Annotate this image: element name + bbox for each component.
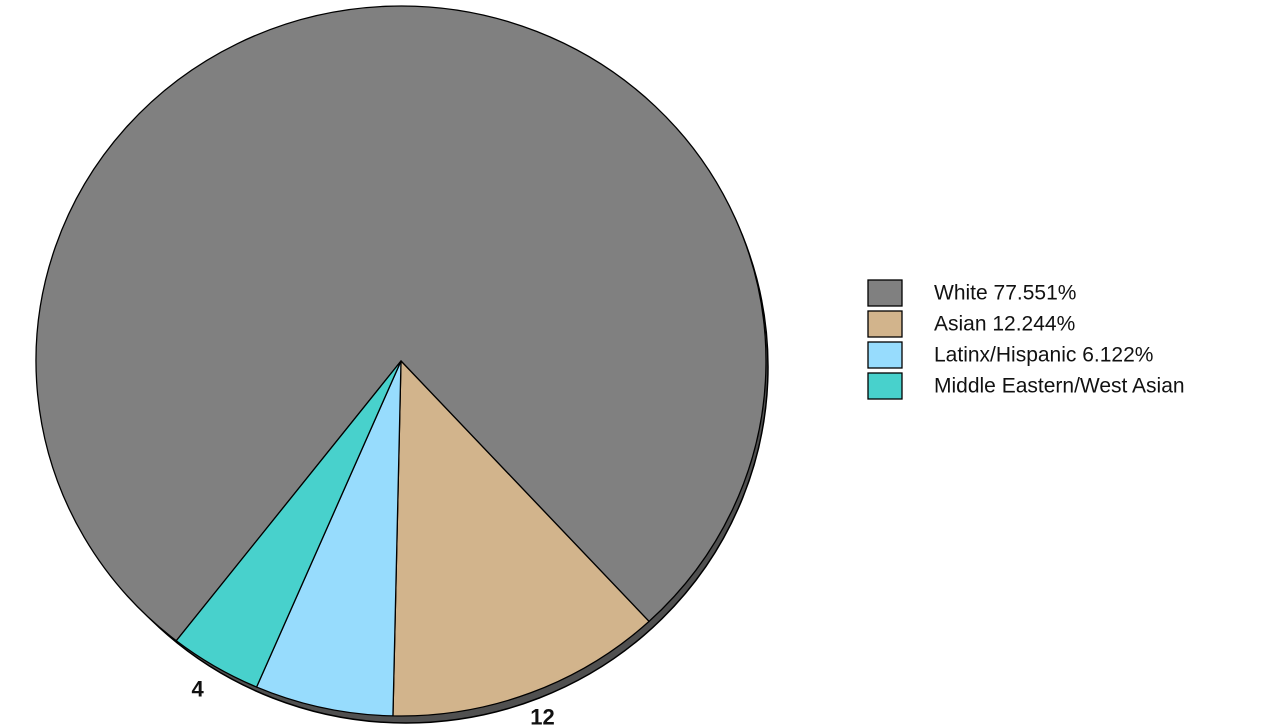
pie-slice-3 [255,360,402,717]
legend-swatch-2 [867,310,903,338]
legend: White 77.551% Asian 12.244% Latinx/Hispani… [867,279,1185,400]
slice-value-label-2: 12 [530,705,554,725]
pie-slice-2 [392,360,650,717]
legend-swatch-4 [867,372,903,400]
slice-value-label-4: 4 [191,676,204,701]
pie-slice-4 [175,360,402,688]
pie-slice-1 [35,5,767,642]
legend-label-4: Middle Eastern/West Asian [934,375,1185,398]
legend-swatch-1 [867,279,903,307]
legend-label-3: Latinx/Hispanic 6.122% [934,344,1153,367]
slice-value-label-3: 6 [310,721,322,725]
legend-label-1: White 77.551% [934,282,1076,305]
pie-slices [35,5,767,717]
legend-swatch-3 [867,341,903,369]
legend-label-2: Asian 12.244% [934,313,1075,336]
pie-slice-labels: 781264 [191,676,554,725]
